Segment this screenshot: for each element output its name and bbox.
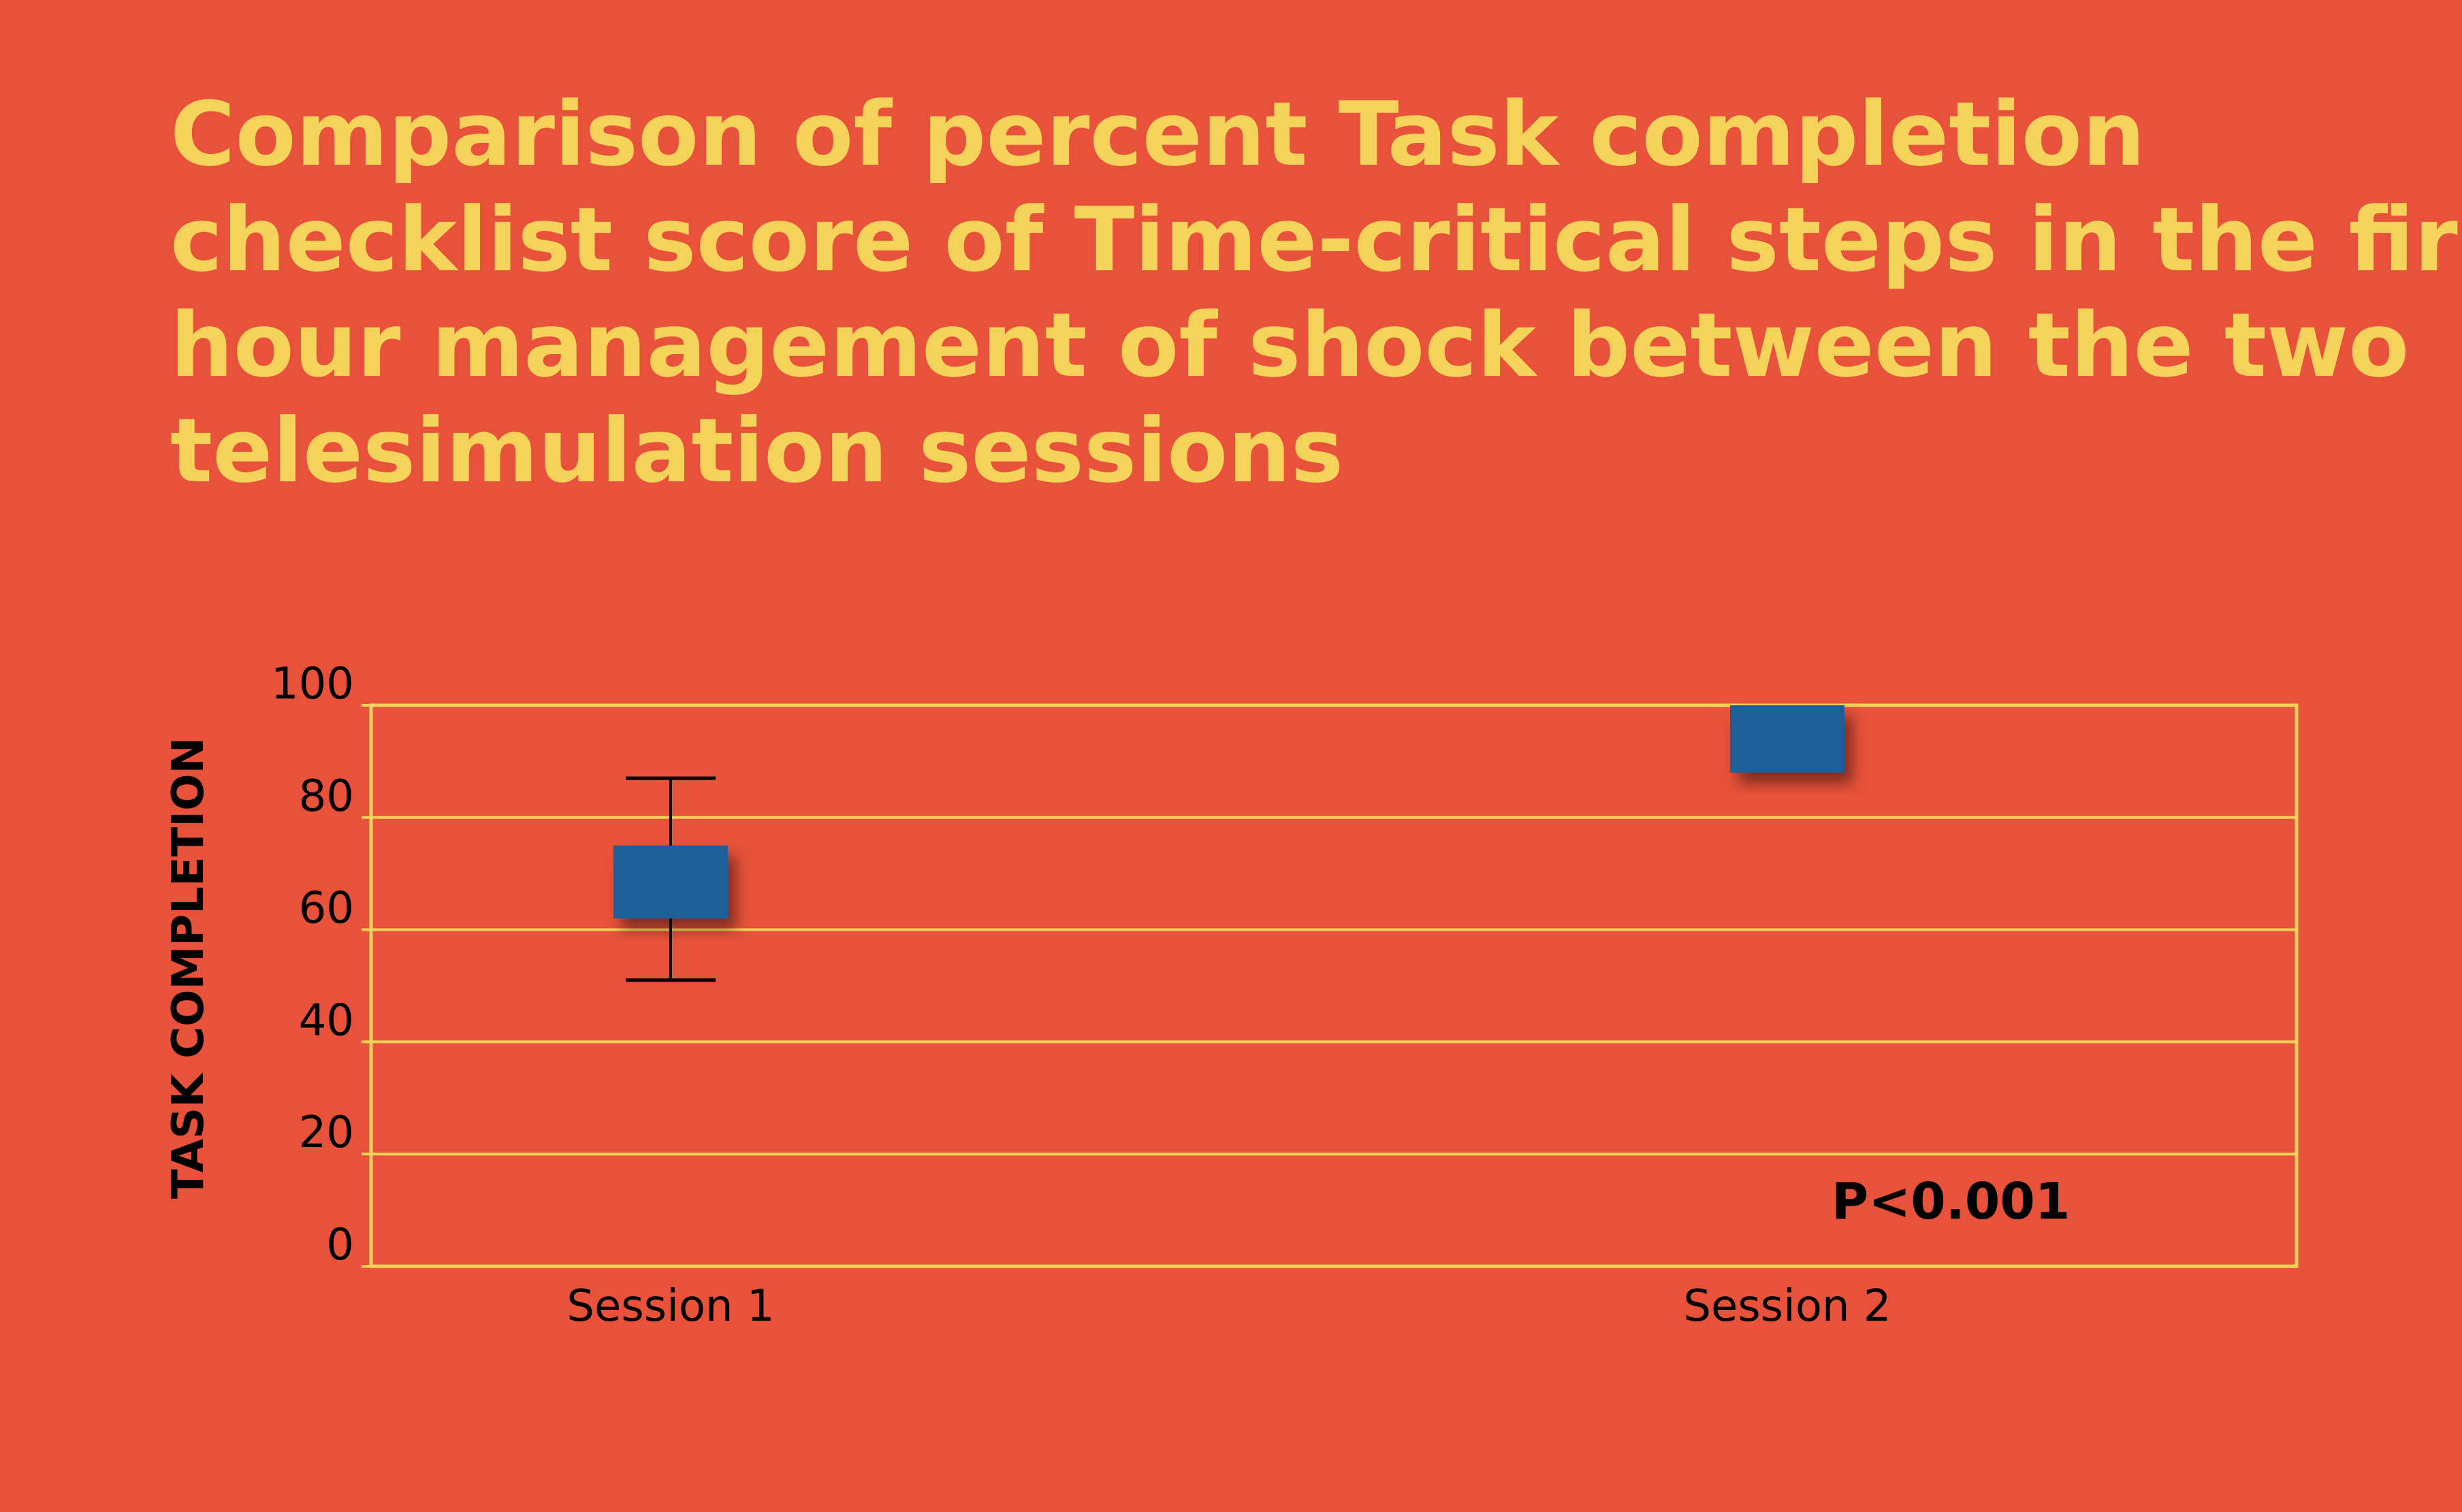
box-layer <box>613 705 1844 919</box>
y-axis-label: TASK COMPLETION <box>163 737 214 1199</box>
grid-layer <box>371 816 2297 1156</box>
plot-frame <box>369 703 2299 1268</box>
chart-title-line-4: telesimulation sessions <box>170 399 1344 502</box>
chart-title-line-2: checklist score of Time-critical steps i… <box>170 188 2462 291</box>
y-tick-label: 100 <box>271 659 354 709</box>
y-tick-label: 20 <box>299 1108 354 1158</box>
chart-title-line-3: hour management of shock between the two <box>170 293 2410 397</box>
y-tick-label: 40 <box>299 995 354 1046</box>
y-tick-label: 80 <box>299 771 354 822</box>
x-tick-label: Session 1 <box>566 1281 774 1332</box>
box-2 <box>1730 705 1844 773</box>
x-tick-label: Session 2 <box>1683 1281 1891 1332</box>
whisker-layer <box>626 776 716 982</box>
axis-layer <box>362 703 2299 1268</box>
y-tick-label: 0 <box>326 1220 354 1270</box>
chart-title: Comparison of percent Task completion ch… <box>170 82 2462 504</box>
y-tick-label: 60 <box>299 884 354 934</box>
chart-title-line-1: Comparison of percent Task completion <box>170 82 2145 186</box>
box-1 <box>613 846 728 919</box>
p-value-annotation: P<0.001 <box>1832 1172 2070 1231</box>
label-layer: 0 20 40 60 80 100 Session 1 Session 2 <box>271 659 1891 1332</box>
